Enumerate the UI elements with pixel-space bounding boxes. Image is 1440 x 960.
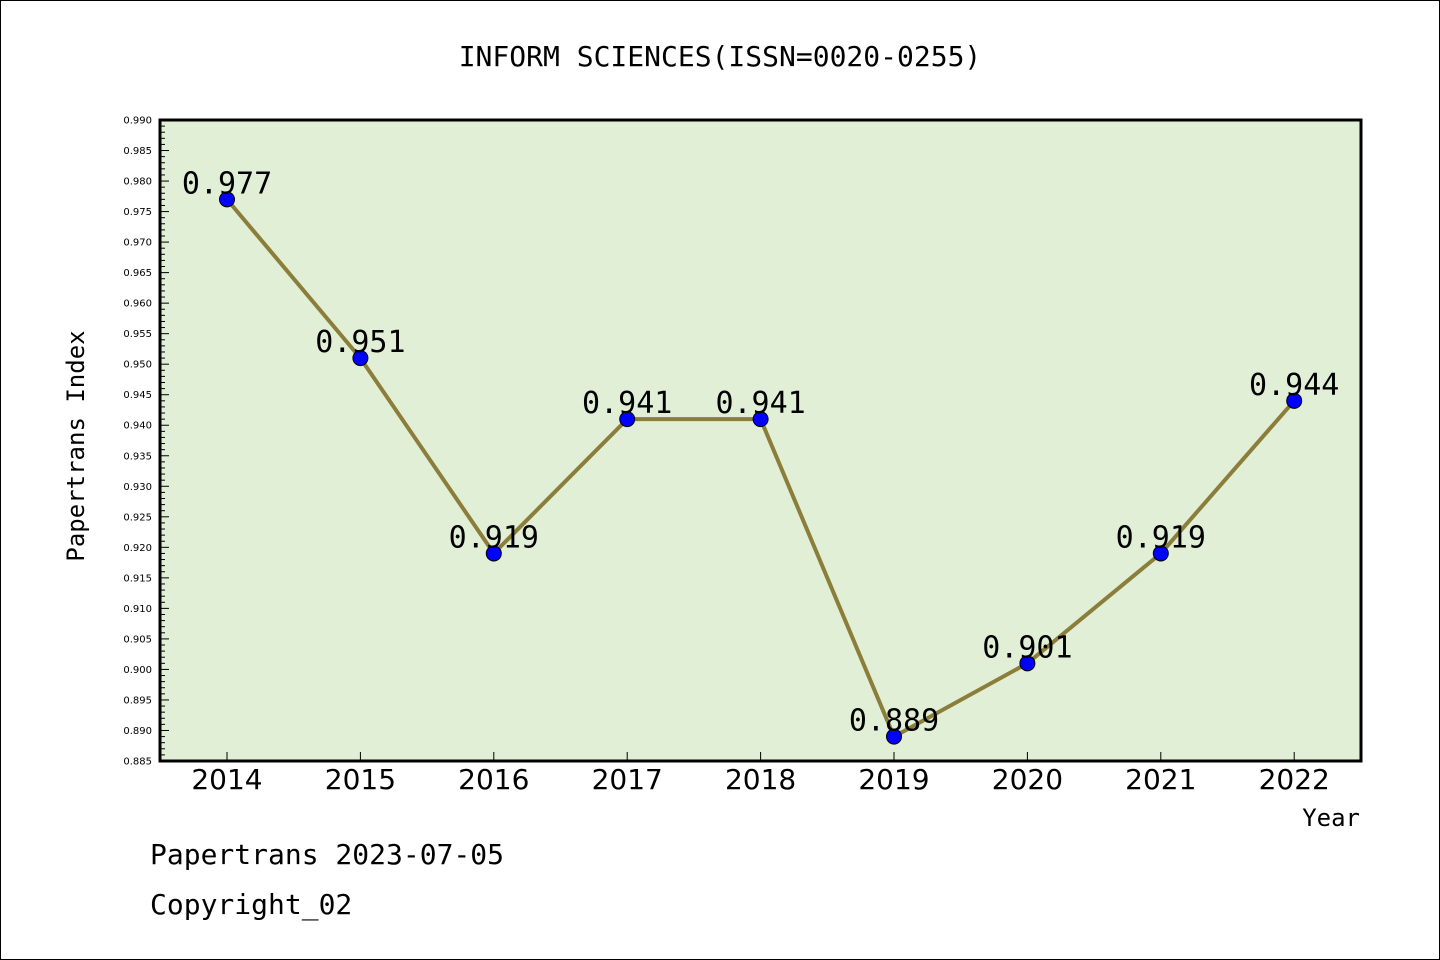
y-tick-label: 0.915	[123, 573, 152, 584]
y-tick-label: 0.990	[123, 116, 152, 127]
footer-date: Papertrans 2023-07-05	[150, 838, 504, 871]
x-tick-label: 2021	[1125, 763, 1196, 796]
data-label: 0.901	[982, 630, 1072, 665]
y-tick-label: 0.895	[123, 695, 152, 706]
x-axis-label: Year	[1302, 804, 1360, 832]
footer-copyright: Copyright_02	[150, 888, 352, 922]
line-chart: INFORM SCIENCES(ISSN=0020-0255) 0.885 0.8…	[0, 0, 1440, 960]
y-tick-label: 0.900	[123, 665, 152, 676]
data-label: 0.977	[182, 166, 272, 201]
y-tick-label: 0.980	[123, 177, 152, 188]
plot-area	[160, 120, 1361, 761]
data-label: 0.889	[849, 704, 939, 739]
x-tick-label: 2022	[1259, 763, 1330, 796]
y-tick-label: 0.920	[123, 543, 152, 554]
x-tick-label: 2019	[858, 763, 929, 796]
y-tick-label: 0.965	[123, 268, 152, 279]
y-tick-label: 0.935	[123, 451, 152, 462]
data-label: 0.951	[315, 325, 405, 360]
data-label: 0.941	[582, 386, 672, 421]
y-tick-label: 0.930	[123, 482, 152, 493]
y-tick-label: 0.925	[123, 512, 152, 523]
y-tick-label: 0.890	[123, 726, 152, 737]
y-tick-label: 0.945	[123, 390, 152, 401]
y-tick-label: 0.960	[123, 299, 152, 310]
y-tick-label: 0.885	[123, 757, 152, 768]
x-tick-label: 2016	[458, 763, 529, 796]
y-tick-label: 0.975	[123, 207, 152, 218]
x-tick-label: 2014	[191, 763, 262, 796]
data-label: 0.919	[449, 520, 539, 555]
x-tick-label: 2017	[592, 763, 663, 796]
y-tick-label: 0.970	[123, 238, 152, 249]
x-tick-label: 2020	[992, 763, 1063, 796]
data-label: 0.919	[1116, 520, 1206, 555]
y-tick-label: 0.985	[123, 146, 152, 157]
data-label: 0.941	[715, 386, 805, 421]
y-axis-label: Papertrans Index	[62, 330, 90, 561]
y-tick-label: 0.950	[123, 360, 152, 371]
y-tick-label: 0.910	[123, 604, 152, 615]
x-tick-label: 2015	[325, 763, 396, 796]
x-tick-label: 2018	[725, 763, 796, 796]
y-tick-label: 0.955	[123, 329, 152, 340]
y-tick-label: 0.905	[123, 634, 152, 645]
data-label: 0.944	[1249, 368, 1339, 403]
chart-title: INFORM SCIENCES(ISSN=0020-0255)	[459, 40, 982, 73]
y-tick-label: 0.940	[123, 421, 152, 432]
